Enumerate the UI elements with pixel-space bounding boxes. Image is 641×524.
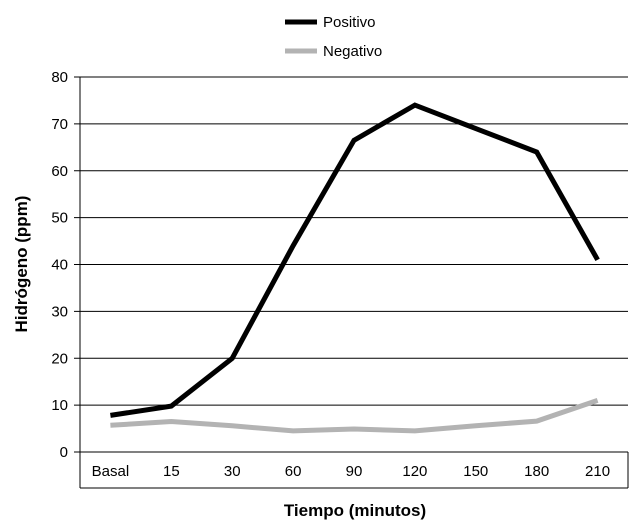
y-axis-ticks: 0 10 20 30 40 50 60 70 80 bbox=[51, 69, 80, 461]
x-tick-label: 60 bbox=[285, 463, 302, 480]
legend-label-positivo: Positivo bbox=[323, 14, 376, 31]
gridlines bbox=[80, 76, 628, 406]
x-tick-label: 180 bbox=[524, 463, 549, 480]
series-line-positivo bbox=[110, 102, 600, 418]
x-axis-title: Tiempo (minutos) bbox=[284, 501, 426, 520]
y-tick-label: 40 bbox=[51, 257, 68, 274]
series-layer bbox=[110, 102, 600, 434]
y-tick-label: 60 bbox=[51, 163, 68, 180]
x-tick-label: 90 bbox=[346, 463, 363, 480]
x-tick-label: 15 bbox=[163, 463, 180, 480]
series-line-negativo bbox=[110, 398, 599, 434]
y-tick-label: 50 bbox=[51, 210, 68, 227]
y-tick-label: 0 bbox=[60, 444, 68, 461]
x-tick-label: 210 bbox=[585, 463, 610, 480]
y-tick-label: 80 bbox=[51, 69, 68, 86]
y-tick-label: 30 bbox=[51, 303, 68, 320]
y-tick-label: 70 bbox=[51, 116, 68, 133]
legend-label-negativo: Negativo bbox=[323, 43, 382, 60]
y-axis-title: Hidrógeno (ppm) bbox=[12, 196, 31, 333]
legend: Positivo Negativo bbox=[285, 14, 382, 60]
x-axis-ticks: Basal 15 30 60 90 120 150 180 210 bbox=[92, 463, 610, 480]
plot-frame bbox=[79, 77, 629, 489]
x-tick-label: Basal bbox=[92, 463, 130, 480]
x-tick-label: 120 bbox=[402, 463, 427, 480]
y-tick-label: 20 bbox=[51, 350, 68, 367]
x-tick-label: 30 bbox=[224, 463, 241, 480]
y-tick-label: 10 bbox=[51, 397, 68, 414]
x-tick-label: 150 bbox=[463, 463, 488, 480]
